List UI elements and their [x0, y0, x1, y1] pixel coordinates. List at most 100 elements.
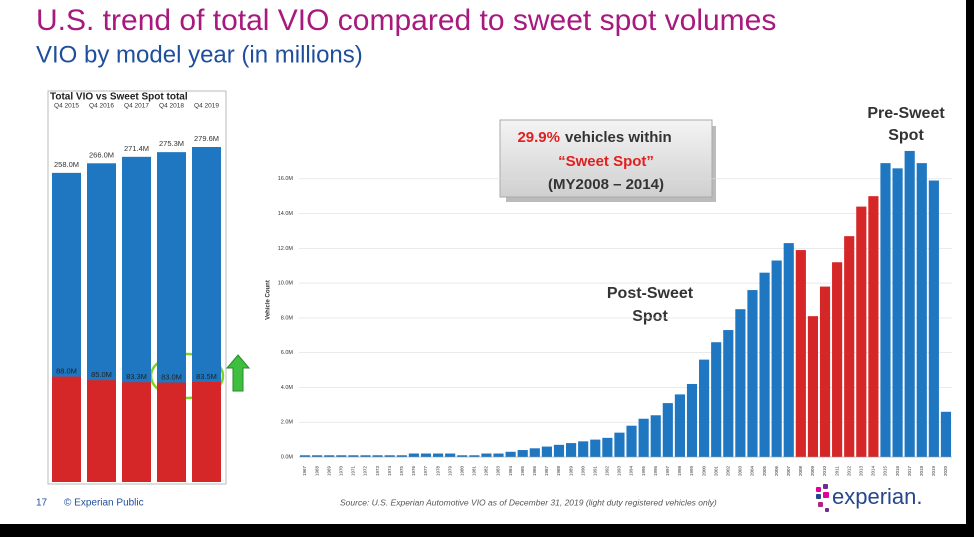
bar	[662, 403, 673, 457]
x-tick-label: 2016	[895, 465, 900, 476]
bar	[674, 394, 685, 457]
x-tick-label: 1997	[665, 465, 670, 476]
bar	[384, 455, 395, 457]
bar	[699, 359, 710, 457]
bar	[360, 455, 371, 457]
bar	[324, 455, 335, 457]
x-tick-label: 1970	[339, 465, 344, 476]
bar	[892, 168, 903, 457]
x-tick-label: 1978	[435, 465, 440, 476]
bar	[408, 453, 419, 457]
x-tick-label: 2015	[883, 465, 888, 476]
left-chart-title: Total VIO vs Sweet Spot total	[50, 92, 188, 103]
x-tick-label: 1973	[375, 465, 380, 476]
x-tick-label: 2006	[774, 465, 779, 476]
bar	[529, 448, 540, 457]
source: Source: U.S. Experian Automotive VIO as …	[340, 497, 717, 507]
bar	[759, 272, 770, 457]
x-tick-label: 1987	[544, 465, 549, 476]
bar	[372, 455, 383, 457]
bar	[638, 418, 649, 457]
bar	[940, 411, 952, 457]
data-label: 85.0M	[91, 370, 112, 379]
bar	[916, 163, 927, 457]
bar	[566, 443, 577, 457]
bar	[157, 382, 186, 482]
annotation-highlight: 29.9%	[517, 129, 560, 146]
bar	[52, 376, 81, 482]
bar	[844, 236, 855, 457]
x-tick-label: 2003	[738, 465, 743, 476]
y-tick-label: 8.0M	[281, 315, 294, 321]
bar	[783, 243, 794, 457]
page-number: 17	[36, 498, 48, 509]
data-label: 88.0M	[56, 367, 77, 376]
x-tick-label: Q4 2015	[54, 103, 79, 110]
x-tick-label: 1977	[423, 465, 428, 476]
x-tick-label: 1980	[459, 465, 464, 476]
bar	[348, 455, 359, 457]
y-tick-label: 0.0M	[281, 454, 294, 460]
slide-subtitle: VIO by model year (in millions)	[36, 41, 363, 68]
bar	[445, 453, 456, 457]
bar	[396, 455, 407, 457]
bar	[602, 437, 613, 457]
x-tick-label: 2007	[786, 465, 791, 476]
x-tick-label: 1990	[580, 465, 585, 476]
bar	[832, 262, 843, 457]
bar	[626, 425, 637, 457]
y-tick-label: 10.0M	[278, 281, 294, 287]
bar	[614, 432, 625, 457]
x-tick-label: 1984	[508, 465, 513, 476]
x-tick-label: 2010	[822, 465, 827, 476]
bar	[299, 455, 311, 457]
x-tick-label: 1981	[472, 465, 477, 476]
bar	[578, 441, 589, 457]
x-tick-label: 2013	[858, 465, 863, 476]
bar	[807, 316, 819, 457]
up-arrow	[225, 354, 251, 392]
x-tick-label: 2001	[713, 465, 718, 476]
y-tick-label: 16.0M	[278, 176, 294, 182]
classification: © Experian Public	[64, 498, 144, 509]
x-tick-label: Q4 2016	[89, 103, 114, 110]
data-label: 258.0M	[54, 160, 79, 169]
x-tick-label: 1976	[411, 465, 416, 476]
x-tick-label: Q4 2019	[194, 103, 219, 110]
post-sweet-label: Post-Sweet	[607, 285, 694, 302]
y-axis-label: Vehicle Count	[266, 280, 272, 320]
logo: experian.	[832, 484, 923, 509]
bar	[420, 453, 432, 457]
bar	[553, 444, 565, 457]
data-label: 83.0M	[161, 373, 182, 382]
x-tick-label: 1979	[447, 465, 452, 476]
x-tick-label: 1994	[629, 465, 634, 476]
bar	[457, 455, 468, 457]
x-tick-label: 1992	[605, 465, 610, 476]
x-tick-label: 2009	[810, 465, 815, 476]
slide-title: U.S. trend of total VIO compared to swee…	[36, 4, 776, 37]
bar	[856, 206, 867, 457]
bar	[192, 381, 221, 482]
bar	[711, 342, 722, 457]
post-sweet-label: Spot	[632, 308, 668, 325]
x-tick-label: 1972	[363, 465, 368, 476]
data-label: 271.4M	[124, 144, 149, 153]
x-tick-label: 1974	[387, 465, 392, 476]
bar	[795, 250, 806, 457]
bar	[432, 453, 444, 457]
bar	[312, 455, 323, 457]
x-tick-label: 2008	[798, 465, 803, 476]
x-tick-label: 1995	[641, 465, 646, 476]
data-label: 279.6M	[194, 134, 219, 143]
x-tick-label: Q4 2017	[124, 103, 149, 110]
bar	[747, 290, 758, 457]
data-label: 275.3M	[159, 139, 184, 148]
x-tick-label: 1993	[617, 465, 622, 476]
x-tick-label: 2011	[834, 466, 839, 476]
bar	[541, 446, 552, 457]
bar	[650, 415, 661, 457]
x-tick-label: 1998	[677, 465, 682, 476]
data-label: 266.0M	[89, 150, 114, 159]
